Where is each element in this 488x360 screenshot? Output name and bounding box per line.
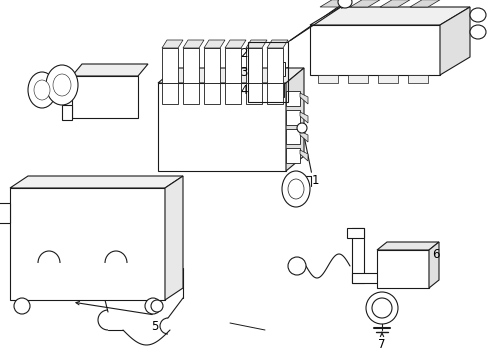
Ellipse shape (469, 25, 485, 39)
Ellipse shape (151, 300, 163, 312)
Polygon shape (245, 40, 266, 48)
Polygon shape (319, 0, 349, 7)
Polygon shape (299, 131, 307, 142)
Polygon shape (346, 228, 363, 238)
Polygon shape (376, 250, 428, 288)
Polygon shape (158, 68, 304, 83)
Polygon shape (439, 7, 469, 75)
Ellipse shape (469, 8, 485, 22)
Polygon shape (224, 83, 241, 104)
Ellipse shape (287, 257, 305, 275)
Polygon shape (62, 105, 72, 120)
Polygon shape (203, 48, 220, 83)
Ellipse shape (282, 171, 309, 207)
Polygon shape (285, 110, 299, 125)
Polygon shape (377, 75, 397, 83)
Polygon shape (379, 0, 409, 7)
Text: 6: 6 (431, 248, 439, 261)
Text: 7: 7 (378, 338, 385, 351)
Ellipse shape (365, 292, 397, 324)
Polygon shape (299, 112, 307, 123)
Polygon shape (428, 242, 438, 288)
Polygon shape (309, 25, 439, 75)
Polygon shape (10, 188, 164, 300)
Ellipse shape (145, 298, 161, 314)
Ellipse shape (337, 0, 351, 8)
Polygon shape (285, 68, 304, 171)
Polygon shape (351, 228, 363, 283)
Polygon shape (351, 273, 381, 283)
Polygon shape (72, 64, 148, 76)
Polygon shape (183, 48, 199, 83)
Polygon shape (224, 40, 245, 48)
Polygon shape (162, 40, 183, 48)
Polygon shape (349, 0, 379, 7)
Polygon shape (72, 76, 138, 118)
Polygon shape (285, 91, 299, 106)
Ellipse shape (28, 72, 56, 108)
Polygon shape (183, 40, 203, 48)
Text: 1: 1 (311, 174, 319, 186)
Polygon shape (158, 83, 285, 171)
Text: 2: 2 (240, 46, 247, 59)
Polygon shape (10, 176, 183, 188)
Polygon shape (266, 83, 283, 104)
Ellipse shape (46, 65, 78, 105)
Polygon shape (299, 93, 307, 104)
Polygon shape (409, 0, 439, 7)
Polygon shape (285, 148, 299, 163)
Polygon shape (245, 83, 262, 104)
Polygon shape (162, 83, 178, 104)
Polygon shape (203, 83, 220, 104)
Polygon shape (162, 48, 178, 83)
Polygon shape (245, 48, 262, 83)
Ellipse shape (14, 298, 30, 314)
Polygon shape (269, 83, 284, 97)
Polygon shape (272, 62, 285, 76)
Polygon shape (203, 40, 224, 48)
Text: 5: 5 (151, 320, 159, 333)
Polygon shape (317, 75, 337, 83)
Polygon shape (266, 48, 283, 83)
Bar (247, 42, 287, 102)
Polygon shape (347, 75, 367, 83)
Polygon shape (224, 48, 241, 83)
Ellipse shape (371, 298, 391, 318)
Ellipse shape (53, 74, 71, 96)
Ellipse shape (34, 80, 50, 100)
Polygon shape (0, 203, 10, 223)
Polygon shape (266, 40, 287, 48)
Ellipse shape (296, 123, 306, 133)
Polygon shape (164, 176, 183, 300)
Polygon shape (285, 129, 299, 144)
Polygon shape (299, 150, 307, 161)
Text: 4: 4 (240, 84, 247, 96)
Polygon shape (407, 75, 427, 83)
Polygon shape (183, 83, 199, 104)
Polygon shape (309, 7, 469, 25)
Text: 3: 3 (240, 66, 247, 78)
Ellipse shape (287, 179, 304, 199)
Polygon shape (376, 242, 438, 250)
